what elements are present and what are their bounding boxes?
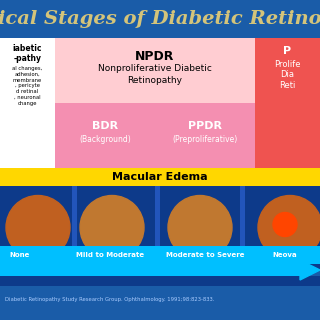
Text: al changes,
adhesion,
membrane
, pericyte
d retinal
, neuronal
change: al changes, adhesion, membrane , pericyt… (12, 66, 43, 106)
Circle shape (168, 196, 232, 260)
FancyBboxPatch shape (72, 186, 77, 269)
Text: Retinopathy: Retinopathy (127, 76, 182, 85)
Text: Moderate to Severe: Moderate to Severe (166, 252, 244, 258)
FancyBboxPatch shape (0, 246, 320, 264)
Text: Mild to Moderate: Mild to Moderate (76, 252, 144, 258)
FancyBboxPatch shape (155, 186, 160, 269)
Circle shape (273, 212, 297, 236)
FancyBboxPatch shape (55, 38, 255, 103)
Text: NPDR: NPDR (135, 50, 175, 63)
Text: iabetic
-pathy: iabetic -pathy (13, 44, 42, 63)
Text: (Background): (Background) (79, 135, 131, 144)
FancyBboxPatch shape (55, 103, 155, 168)
FancyBboxPatch shape (155, 103, 255, 168)
Circle shape (80, 196, 144, 260)
Text: Macular Edema: Macular Edema (112, 172, 208, 182)
FancyBboxPatch shape (0, 186, 320, 269)
Text: Nonproliferative Diabetic: Nonproliferative Diabetic (98, 64, 212, 73)
Text: Prolife
Dia
Reti: Prolife Dia Reti (274, 60, 301, 90)
FancyBboxPatch shape (0, 289, 320, 320)
FancyBboxPatch shape (0, 38, 55, 168)
Circle shape (258, 196, 320, 260)
Text: Neova: Neova (273, 252, 297, 258)
Text: P: P (284, 46, 292, 56)
Circle shape (6, 196, 70, 260)
Polygon shape (300, 260, 320, 280)
FancyBboxPatch shape (0, 0, 320, 38)
Text: Diabetic Retinopathy Study Research Group. Ophthalmology. 1991;98:823-833.: Diabetic Retinopathy Study Research Grou… (5, 297, 214, 301)
Text: BDR: BDR (92, 121, 118, 131)
Text: (Preproliferative): (Preproliferative) (172, 135, 238, 144)
FancyBboxPatch shape (255, 38, 320, 168)
FancyBboxPatch shape (0, 168, 320, 186)
Text: ical Stages of Diabetic Retino: ical Stages of Diabetic Retino (0, 10, 320, 28)
FancyBboxPatch shape (240, 186, 245, 269)
Text: None: None (10, 252, 30, 258)
Text: PPDR: PPDR (188, 121, 222, 131)
FancyBboxPatch shape (0, 264, 300, 276)
FancyBboxPatch shape (0, 276, 320, 286)
